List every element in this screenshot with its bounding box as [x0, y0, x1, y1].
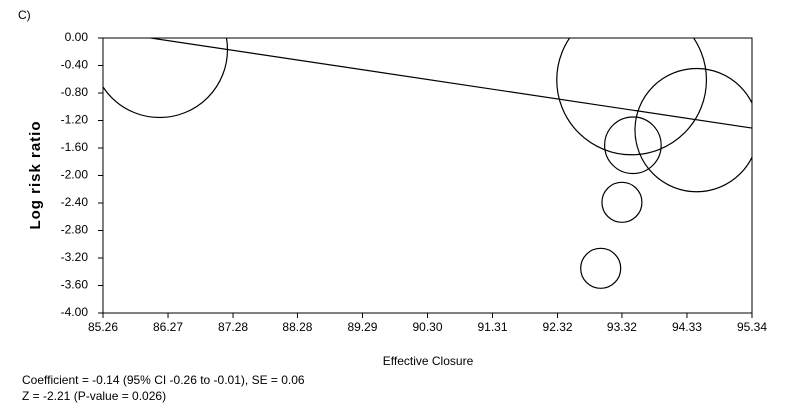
x-tick-label: 87.28 [218, 320, 248, 334]
y-tick-label: -1.60 [61, 140, 89, 154]
x-tick-label: 89.29 [347, 320, 377, 334]
y-tick-label: -2.40 [61, 195, 89, 209]
bubble [556, 38, 708, 156]
x-tick-label: 92.32 [543, 320, 573, 334]
panel-label: C) [18, 8, 31, 22]
x-tick-label: 93.32 [607, 320, 637, 334]
x-tick-label: 95.34 [737, 320, 767, 334]
x-tick-label: 88.28 [282, 320, 312, 334]
regression-line [150, 38, 752, 129]
bubbles [103, 38, 752, 289]
y-tick-label: -2.00 [61, 168, 89, 182]
x-tick-label: 90.30 [412, 320, 442, 334]
y-tick-label: -0.40 [61, 58, 89, 72]
y-axis-label: Log risk ratio [27, 120, 44, 229]
note: Z = -2.21 (P-value = 0.026) [22, 389, 166, 403]
x-tick-label: 86.27 [153, 320, 183, 334]
y-tick-label: -4.00 [61, 305, 89, 319]
y-tick-label: -1.20 [61, 113, 89, 127]
x-tick-label: 85.26 [88, 320, 118, 334]
x-tick-label: 91.31 [478, 320, 508, 334]
x-axis-label: Effective Closure [383, 354, 474, 368]
bubble [604, 116, 662, 175]
y-tick-label: -3.20 [61, 250, 89, 264]
y-tick-label: -2.80 [61, 223, 89, 237]
x-tick-label: 94.33 [672, 320, 702, 334]
bubble [103, 38, 229, 119]
y-tick-label: -0.80 [61, 85, 89, 99]
y-tick-label: 0.00 [65, 30, 89, 44]
bubble [580, 247, 622, 289]
bubble [601, 181, 643, 223]
bubble [634, 67, 752, 193]
y-tick-label: -3.60 [61, 278, 89, 292]
note: Coefficient = -0.14 (95% CI -0.26 to -0.… [22, 373, 305, 387]
